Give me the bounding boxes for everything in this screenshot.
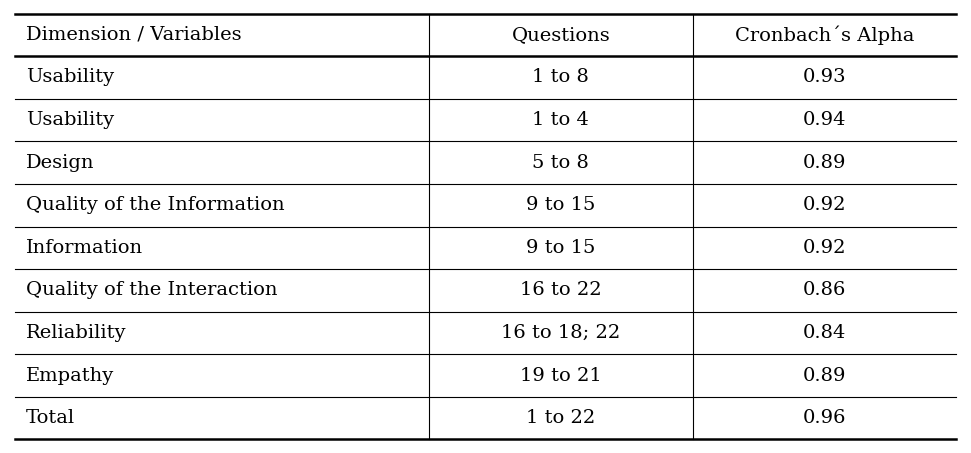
- Text: Cronbach´s Alpha: Cronbach´s Alpha: [735, 25, 915, 45]
- Text: 9 to 15: 9 to 15: [526, 196, 595, 214]
- Text: Dimension / Variables: Dimension / Variables: [26, 26, 242, 44]
- Text: Empathy: Empathy: [26, 366, 115, 385]
- Text: Information: Information: [26, 239, 144, 257]
- Text: 0.96: 0.96: [803, 409, 847, 427]
- Text: 0.89: 0.89: [803, 154, 847, 172]
- Text: Questions: Questions: [512, 26, 610, 44]
- Text: Total: Total: [26, 409, 76, 427]
- Text: Design: Design: [26, 154, 95, 172]
- Text: 5 to 8: 5 to 8: [532, 154, 589, 172]
- Text: 19 to 21: 19 to 21: [520, 366, 602, 385]
- Text: 16 to 18; 22: 16 to 18; 22: [501, 324, 620, 342]
- Text: 0.84: 0.84: [803, 324, 847, 342]
- Text: 1 to 8: 1 to 8: [532, 68, 589, 87]
- Text: 0.94: 0.94: [803, 111, 847, 129]
- Text: Reliability: Reliability: [26, 324, 127, 342]
- Text: 0.92: 0.92: [803, 196, 847, 214]
- Text: Quality of the Information: Quality of the Information: [26, 196, 285, 214]
- Text: 0.89: 0.89: [803, 366, 847, 385]
- Text: 9 to 15: 9 to 15: [526, 239, 595, 257]
- Text: Usability: Usability: [26, 111, 115, 129]
- Text: 0.92: 0.92: [803, 239, 847, 257]
- Text: 16 to 22: 16 to 22: [520, 281, 602, 299]
- Text: Quality of the Interaction: Quality of the Interaction: [26, 281, 278, 299]
- Text: 1 to 22: 1 to 22: [526, 409, 595, 427]
- Text: 1 to 4: 1 to 4: [532, 111, 589, 129]
- Text: 0.93: 0.93: [803, 68, 847, 87]
- Text: 0.86: 0.86: [803, 281, 847, 299]
- Text: Usability: Usability: [26, 68, 115, 87]
